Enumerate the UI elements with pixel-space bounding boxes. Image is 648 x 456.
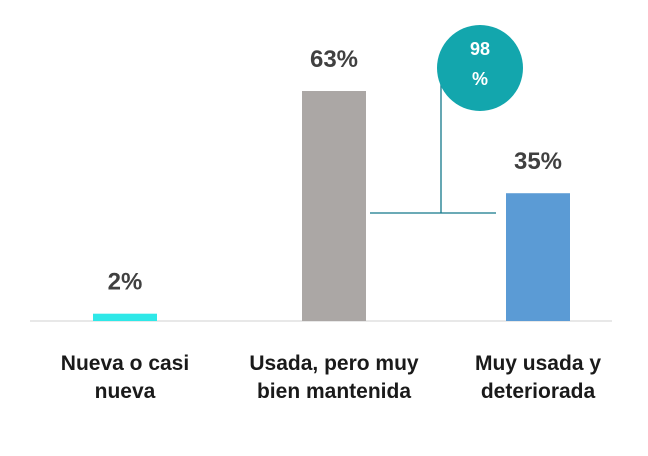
value-label: 35% bbox=[514, 148, 562, 175]
bar bbox=[93, 313, 157, 321]
value-label: 2% bbox=[108, 269, 143, 296]
category-label: Usada, pero muy bien mantenida bbox=[249, 352, 419, 403]
category-label: Nueva o casi nueva bbox=[60, 352, 190, 403]
annotation-text: 98 bbox=[470, 39, 490, 59]
bar bbox=[302, 91, 366, 321]
annotation-bubble bbox=[437, 25, 523, 111]
annotation-text: % bbox=[472, 69, 488, 89]
value-label: 63% bbox=[310, 46, 358, 73]
category-label: Muy usada y deteriorada bbox=[474, 352, 602, 403]
bar bbox=[506, 193, 570, 321]
